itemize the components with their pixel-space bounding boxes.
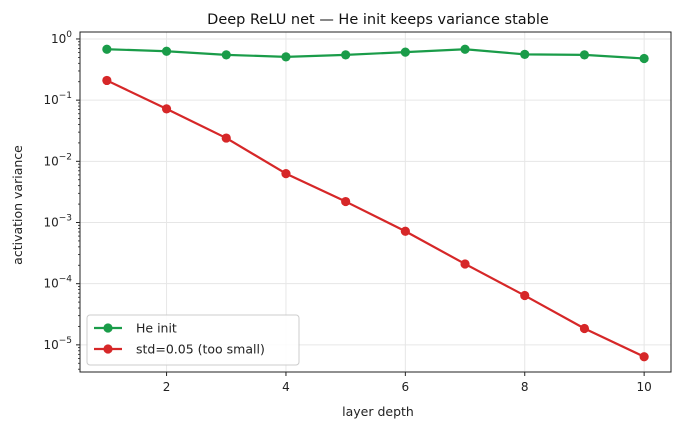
series-line	[106, 48, 645, 60]
series-layer	[102, 44, 649, 362]
legend-label: He init	[136, 321, 177, 336]
legend-swatch-marker	[103, 323, 113, 333]
series-1	[102, 44, 649, 64]
series-2	[102, 75, 649, 362]
x-tick-label: 2	[163, 380, 171, 394]
data-point	[639, 53, 649, 64]
data-point	[221, 133, 231, 143]
x-tick-label: 6	[402, 380, 410, 394]
data-point	[520, 49, 530, 59]
data-point	[579, 50, 590, 60]
data-point	[579, 323, 590, 334]
data-point	[341, 50, 351, 60]
data-point	[102, 44, 112, 54]
data-point	[221, 50, 231, 60]
chart-title: Deep ReLU net — He init keeps variance s…	[207, 12, 549, 28]
x-tick-label: 8	[521, 380, 529, 394]
x-tick-label: 4	[282, 380, 290, 394]
data-point	[161, 104, 172, 114]
y-axis-label: activation variance	[10, 145, 25, 265]
legend-label: std=0.05 (too small)	[136, 342, 265, 357]
data-point	[281, 52, 291, 62]
data-point	[460, 44, 470, 54]
x-tick-label: 10	[636, 380, 651, 394]
grid	[80, 32, 671, 372]
data-point	[460, 259, 470, 269]
data-point	[281, 169, 291, 179]
data-point	[520, 290, 530, 301]
data-point	[161, 46, 172, 56]
data-point	[341, 196, 351, 207]
series-line	[106, 79, 645, 358]
data-point	[102, 75, 112, 86]
legend-box	[86, 314, 300, 366]
x-axis-label: layer depth	[342, 404, 414, 419]
data-point	[400, 47, 410, 57]
data-point	[639, 352, 649, 362]
plot-frame	[79, 31, 672, 373]
legend: He init std=0.05 (too small)	[86, 314, 300, 366]
legend-swatch-marker	[103, 344, 113, 354]
data-point	[400, 226, 410, 236]
